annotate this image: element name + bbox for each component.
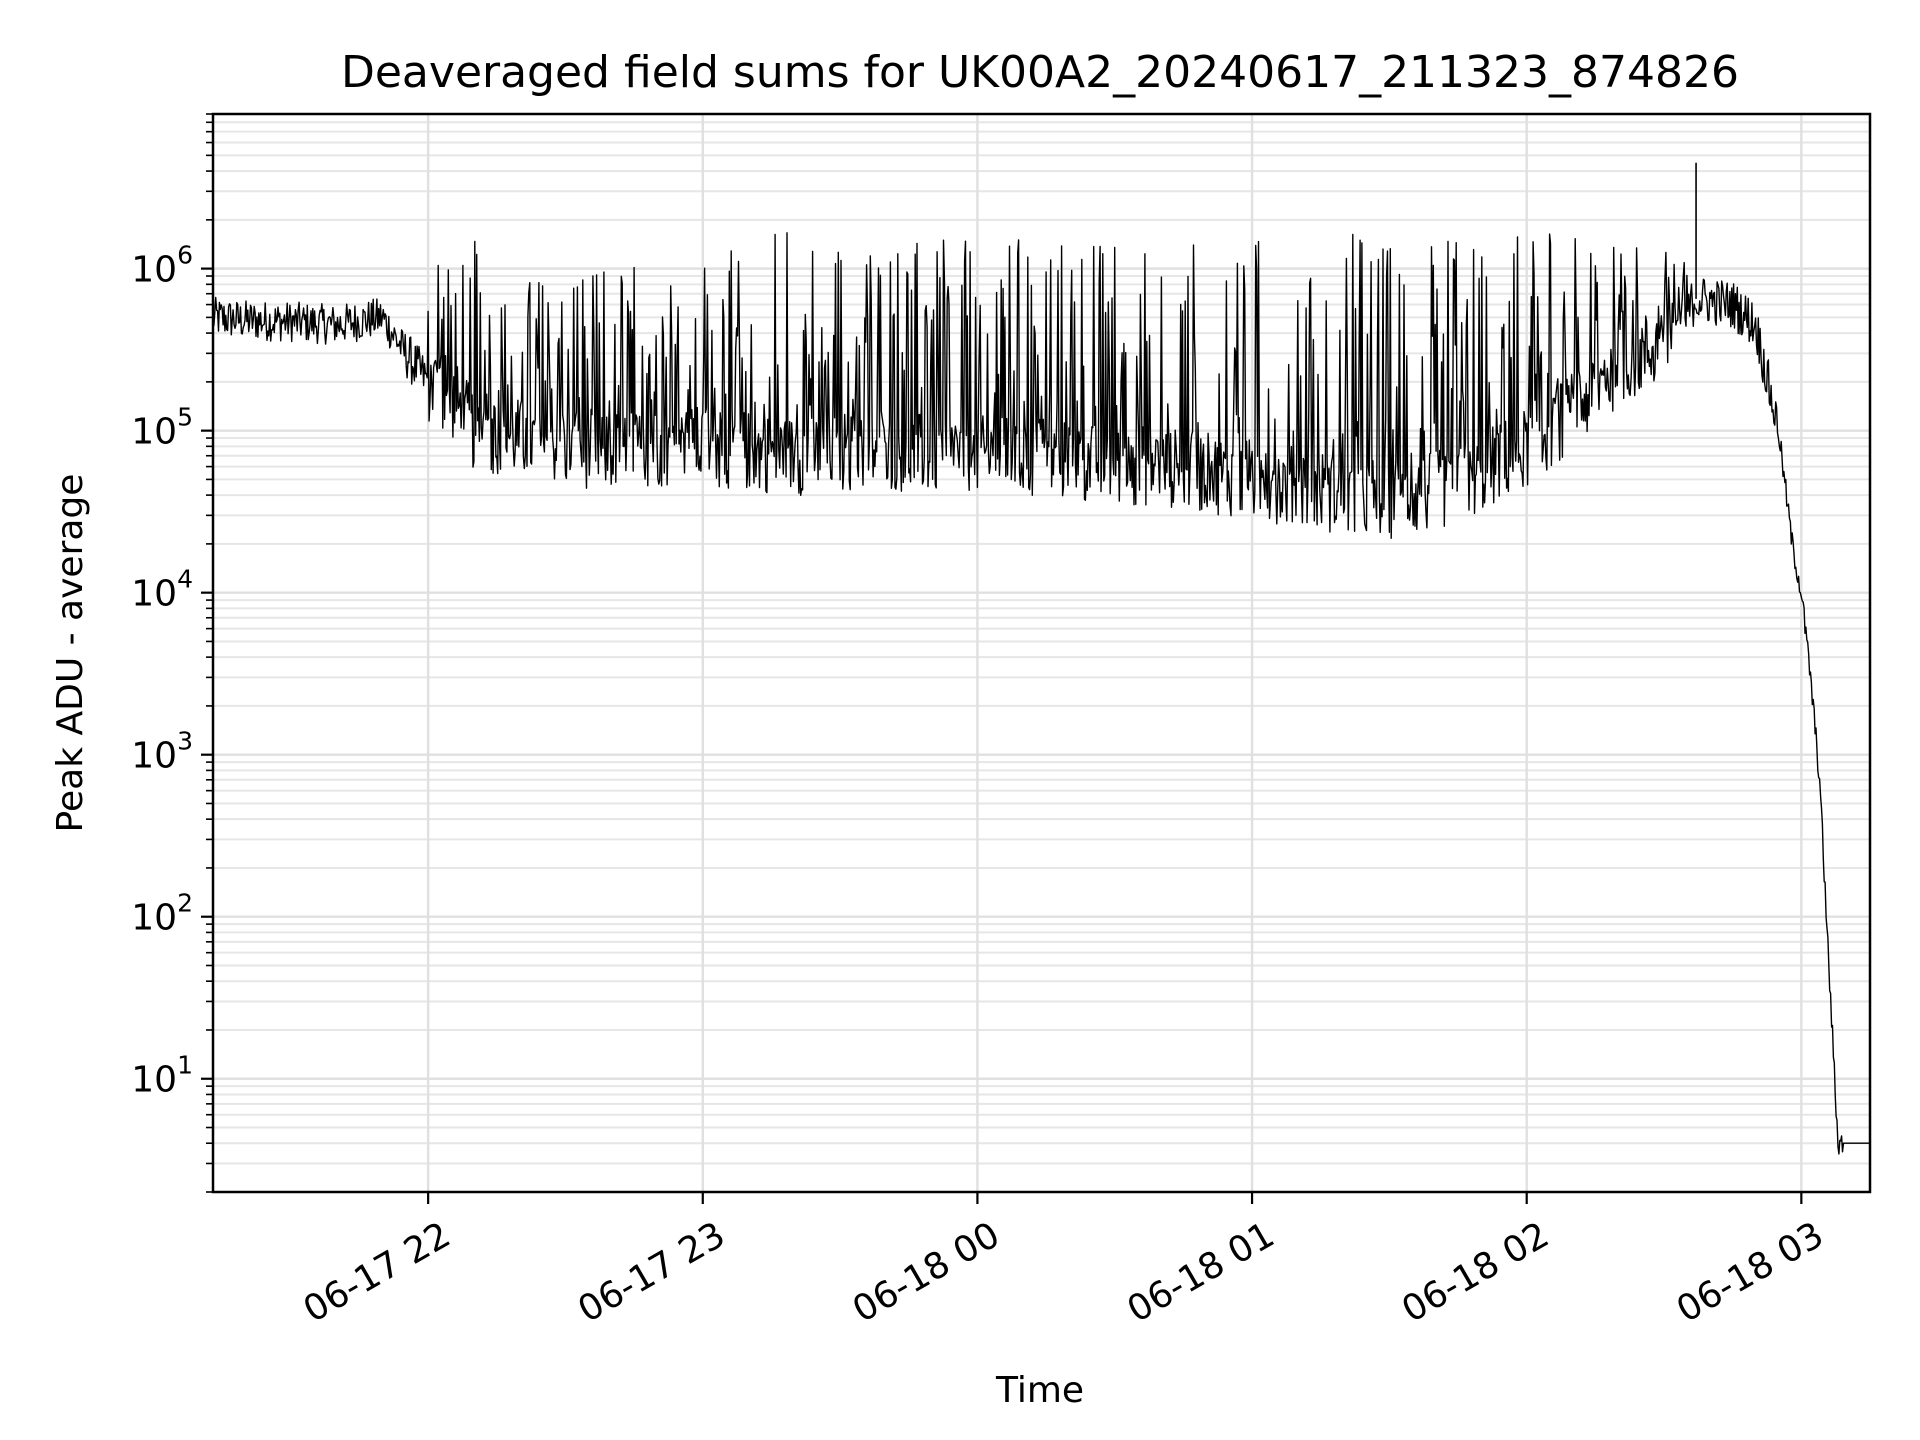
chart-title: Deaveraged field sums for UK00A2_2024061… [341,47,1739,98]
series-line [212,232,1870,1155]
y-axis-label: Peak ADU - average [50,474,91,833]
plot-data [212,162,1870,1155]
grid-minor [213,113,1870,1193]
plot-frame [211,112,1872,1194]
y-tick-label: 103 [131,727,193,777]
y-tick-label: 104 [131,565,193,615]
y-tick-label: 106 [131,241,193,291]
y-tick-label: 105 [131,403,193,453]
y-axis-ticks: 101 102 103 104 105 106 [131,113,213,1193]
y-tick-label: 102 [131,889,193,939]
x-axis-label: Time [995,1370,1084,1411]
y-tick-label: 101 [131,1051,193,1101]
